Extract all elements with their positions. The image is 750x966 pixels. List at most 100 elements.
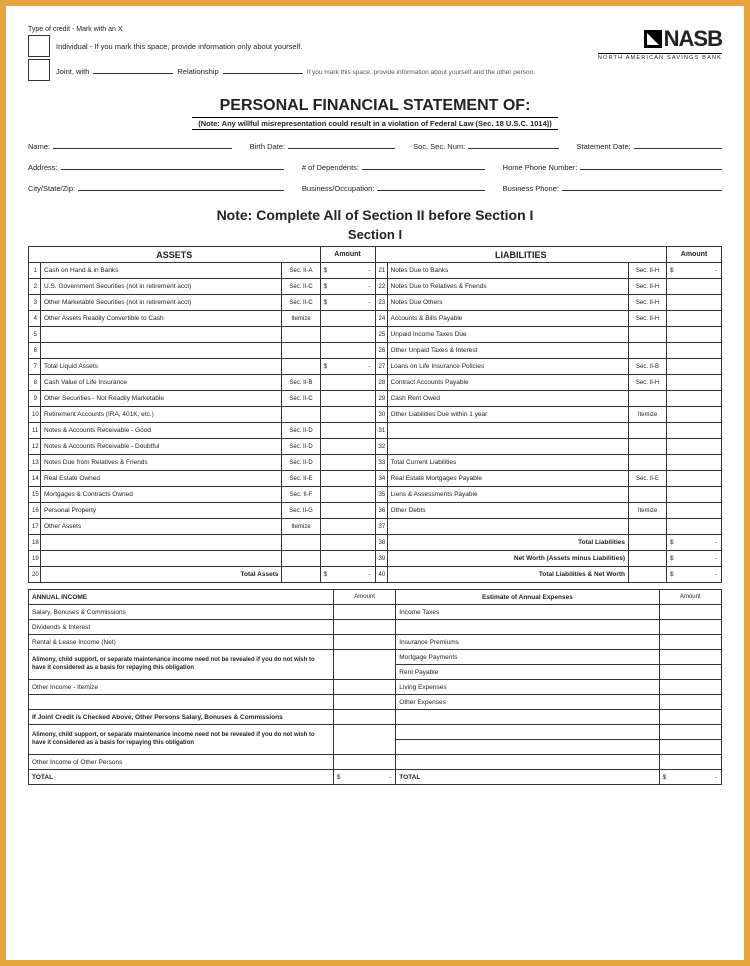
asset-ref [282,407,320,423]
liab-amount[interactable] [667,487,722,503]
total-left-amount[interactable]: - [333,770,395,785]
liab-amount[interactable] [667,279,722,295]
asset-amount[interactable] [320,407,375,423]
expense-amount[interactable] [659,605,721,620]
asset-ref [282,359,320,375]
liab-amount[interactable] [667,343,722,359]
asset-amount[interactable] [320,519,375,535]
liab-amount[interactable] [667,407,722,423]
asset-amount[interactable] [320,487,375,503]
expense-amount[interactable] [659,710,721,725]
liab-amount[interactable]: - [667,535,722,551]
income-left-amount[interactable] [333,680,395,695]
asset-num: 10 [29,407,41,423]
expense-amount[interactable] [659,635,721,650]
asset-amount[interactable] [320,455,375,471]
liab-ref [629,439,667,455]
occupation-input[interactable] [377,182,484,191]
liab-amount[interactable] [667,471,722,487]
liab-amount[interactable] [667,311,722,327]
complete-note: Note: Complete All of Section II before … [28,207,722,223]
asset-amount[interactable]: - [320,359,375,375]
asset-num: 2 [29,279,41,295]
expense-desc: Rent Payable [396,665,659,680]
income-left-amount[interactable] [333,755,395,770]
asset-amount[interactable] [320,471,375,487]
liab-ref: Sec. II-E [629,471,667,487]
liab-amount[interactable] [667,439,722,455]
liab-desc: Total Current Liabilities [387,455,628,471]
asset-amount[interactable]: - [320,263,375,279]
expense-desc: Income Taxes [396,605,659,620]
liab-amount[interactable] [667,359,722,375]
joint-checkbox[interactable] [28,59,50,81]
expense-amount[interactable] [659,650,721,665]
expense-amount[interactable] [659,740,721,755]
liab-desc: Notes Due to Relatives & Friends [387,279,628,295]
expense-amount[interactable] [659,755,721,770]
asset-num: 11 [29,423,41,439]
liab-amount[interactable]: - [667,263,722,279]
income-left-amount[interactable] [333,635,395,650]
relationship-input[interactable] [223,65,303,74]
liab-desc [387,439,628,455]
address-input[interactable] [61,161,284,170]
liab-desc: Cash Rent Owed [387,391,628,407]
asset-amount[interactable] [320,503,375,519]
expense-amount[interactable] [659,620,721,635]
asset-amount[interactable] [320,391,375,407]
asset-num: 18 [29,535,41,551]
income-left-amount[interactable] [333,725,395,755]
liab-amount[interactable] [667,295,722,311]
asset-amount[interactable] [320,343,375,359]
ssn-input[interactable] [468,140,558,149]
expense-amount[interactable] [659,680,721,695]
liab-amount[interactable] [667,423,722,439]
stmtdate-input[interactable] [634,140,722,149]
liab-amount[interactable] [667,391,722,407]
asset-amount[interactable]: - [320,295,375,311]
asset-amount[interactable]: - [320,567,375,583]
liab-num: 37 [375,519,387,535]
income-left-amount[interactable] [333,650,395,680]
dependents-input[interactable] [362,161,485,170]
busphone-input[interactable] [562,182,722,191]
name-input[interactable] [53,140,232,149]
joint-with-input[interactable] [93,65,173,74]
asset-amount[interactable] [320,423,375,439]
asset-amount[interactable] [320,327,375,343]
asset-amount[interactable] [320,535,375,551]
csz-input[interactable] [78,182,284,191]
liab-desc: Other Liabilities Due within 1 year [387,407,628,423]
homephone-input[interactable] [580,161,722,170]
liab-amount[interactable] [667,519,722,535]
liab-amount[interactable]: - [667,551,722,567]
liab-ref [629,423,667,439]
liab-amount[interactable] [667,503,722,519]
liab-desc: Accounts & Bills Payable [387,311,628,327]
liab-amount[interactable] [667,375,722,391]
total-left-label: TOTAL [29,770,334,785]
income-left-amount[interactable] [333,605,395,620]
liab-num: 34 [375,471,387,487]
asset-amount[interactable] [320,375,375,391]
expense-amount[interactable] [659,665,721,680]
income-left-amount[interactable] [333,695,395,710]
liab-num: 27 [375,359,387,375]
liab-amount[interactable]: - [667,567,722,583]
income-left-amount[interactable] [333,710,395,725]
liab-amount[interactable] [667,327,722,343]
asset-amount[interactable]: - [320,279,375,295]
expense-amount[interactable] [659,695,721,710]
assets-header: ASSETS [29,247,321,263]
liab-amount[interactable] [667,455,722,471]
birth-input[interactable] [288,140,395,149]
individual-checkbox[interactable] [28,35,50,57]
total-right-amount[interactable]: - [659,770,721,785]
individual-label: Individual - If you mark this space, pro… [56,42,302,51]
asset-amount[interactable] [320,439,375,455]
expense-amount[interactable] [659,725,721,740]
income-left-amount[interactable] [333,620,395,635]
asset-amount[interactable] [320,551,375,567]
asset-amount[interactable] [320,311,375,327]
